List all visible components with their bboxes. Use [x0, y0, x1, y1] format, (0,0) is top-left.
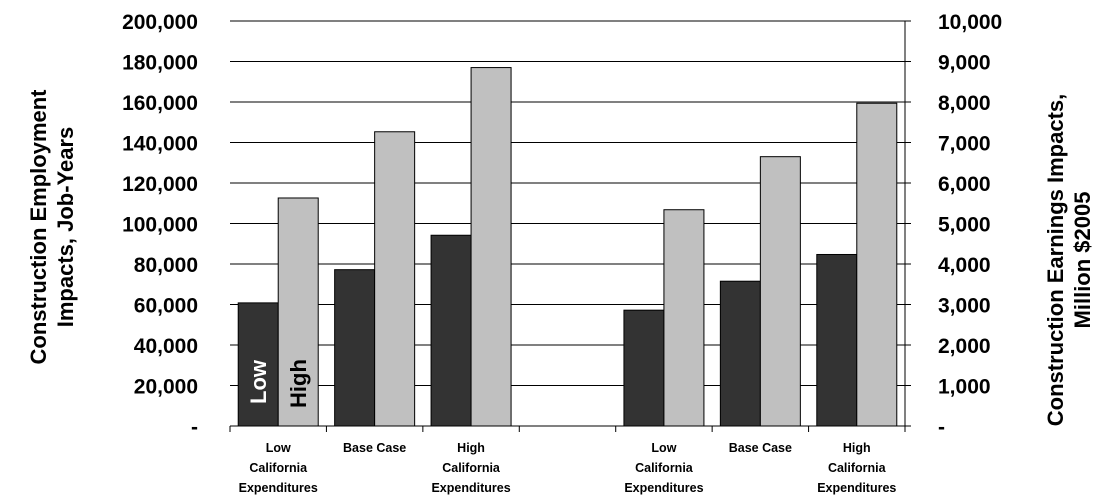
- left-axis-tick-label: 200,000: [122, 11, 198, 34]
- right-axis-tick-label: 3,000: [938, 295, 991, 318]
- left-axis-tick-label: 160,000: [122, 92, 198, 115]
- category-label: High: [843, 441, 871, 455]
- category-label: Low: [651, 441, 676, 455]
- right-axis-tick-label: 9,000: [938, 52, 991, 75]
- left-axis-tick-label: 40,000: [134, 335, 198, 358]
- category-label: Base Case: [729, 441, 792, 455]
- right-axis-tick-label: 7,000: [938, 133, 991, 156]
- left-axis-title-line: Impacts, Job-Years: [53, 127, 78, 328]
- category-label: California: [828, 461, 887, 475]
- right-axis-title-line: Million $2005: [1070, 192, 1095, 329]
- axis-titles: Construction EmploymentImpacts, Job-Year…: [26, 89, 1095, 426]
- category-label: Expenditures: [817, 481, 896, 495]
- axes: [229, 20, 911, 432]
- right-axis-tick-label: -: [938, 416, 945, 439]
- category-label: Low: [266, 441, 291, 455]
- bars: [237, 67, 898, 427]
- left-axis-tick-label: 80,000: [134, 254, 198, 277]
- in-bar-series-labels: Low High: [246, 359, 311, 408]
- bar-low: [430, 234, 472, 427]
- category-label: Base Case: [343, 441, 406, 455]
- right-axis-tick-label: 1,000: [938, 376, 991, 399]
- bar-low: [719, 280, 761, 427]
- left-axis-tick-label: 100,000: [122, 214, 198, 237]
- category-label: High: [457, 441, 485, 455]
- left-axis-tick-label: 140,000: [122, 133, 198, 156]
- bar-low: [334, 269, 376, 427]
- bar-high: [470, 67, 512, 427]
- right-axis-title-line: Construction Earnings Impacts,: [1043, 94, 1068, 427]
- bar-high: [663, 209, 705, 427]
- category-label: California: [635, 461, 694, 475]
- left-axis-tick-label: 180,000: [122, 52, 198, 75]
- left-axis-tick-label: -: [191, 416, 198, 439]
- right-axis-title: Construction Earnings Impacts,Million $2…: [1043, 94, 1095, 427]
- bar-high: [374, 131, 416, 427]
- left-axis-tick-label: 120,000: [122, 173, 198, 196]
- bar-low: [816, 253, 858, 427]
- left-axis-tick-label: 20,000: [134, 376, 198, 399]
- category-label: Expenditures: [239, 481, 318, 495]
- right-axis-tick-label: 10,000: [938, 11, 1002, 34]
- series-label-low: Low: [246, 359, 271, 404]
- left-axis-ticks: - 20,000 40,000 60,000 80,000 100,000 120,000 1…: [122, 11, 198, 439]
- category-label: Expenditures: [431, 481, 510, 495]
- right-axis-tick-label: 5,000: [938, 214, 991, 237]
- right-axis-tick-label: 4,000: [938, 254, 991, 277]
- right-axis-tick-label: 2,000: [938, 335, 991, 358]
- series-label-high: High: [286, 359, 311, 408]
- gridlines: [230, 20, 905, 386]
- left-axis-title: Construction EmploymentImpacts, Job-Year…: [26, 89, 78, 365]
- right-axis-tick-label: 6,000: [938, 173, 991, 196]
- right-axis-ticks: - 1,000 2,000 3,000 4,000 5,000 6,000 7,000 8,00…: [938, 11, 1002, 439]
- category-label: California: [249, 461, 308, 475]
- right-axis-tick-label: 8,000: [938, 92, 991, 115]
- bar-high: [277, 197, 319, 427]
- left-axis-title-line: Construction Employment: [26, 89, 51, 365]
- bar-low: [623, 309, 665, 427]
- category-label: California: [442, 461, 501, 475]
- left-axis-tick-label: 60,000: [134, 295, 198, 318]
- category-label: Expenditures: [624, 481, 703, 495]
- category-labels: Low California Expenditures Base Case High Ca…: [239, 441, 897, 495]
- bar-high: [856, 102, 898, 427]
- bar-high: [759, 156, 801, 427]
